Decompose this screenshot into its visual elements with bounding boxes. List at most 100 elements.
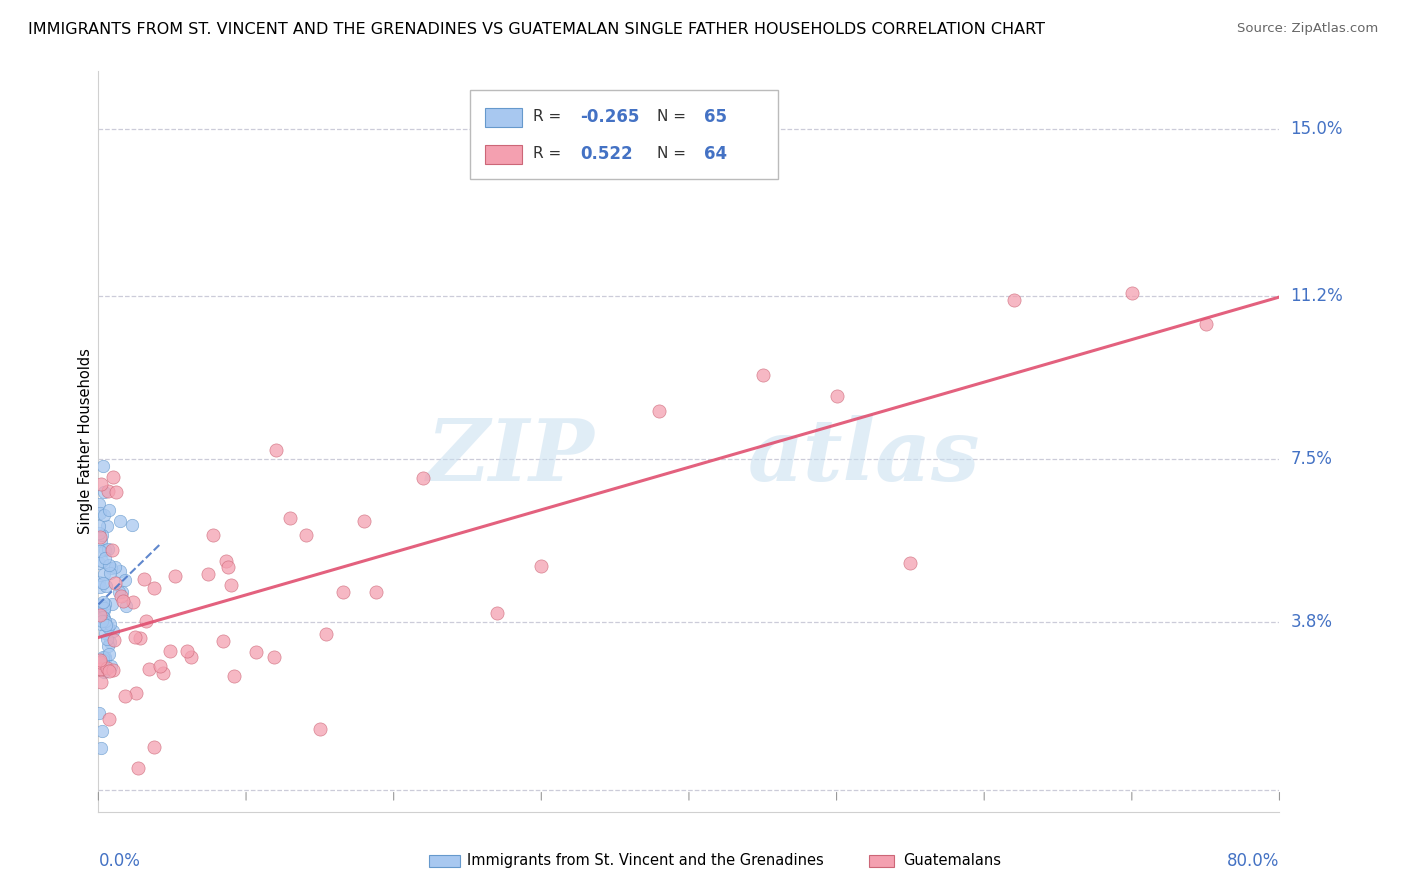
Text: R =: R = [533, 146, 567, 161]
Point [96, 618, 118, 632]
Point [309, 722, 332, 736]
Point [114, 574, 136, 588]
Point [91, 553, 114, 567]
Point [93, 567, 115, 582]
Point [89, 655, 111, 669]
Point [134, 572, 156, 586]
Point [110, 590, 132, 604]
Point [101, 663, 124, 677]
Point [138, 662, 160, 676]
Point [91, 528, 114, 542]
Point [100, 542, 122, 557]
Point [90, 674, 112, 689]
Point [89, 497, 111, 511]
Point [1002, 293, 1025, 307]
Point [91, 659, 114, 673]
Point [89, 544, 111, 558]
Point [97, 483, 120, 498]
Bar [485, 145, 523, 164]
Point [89, 525, 111, 540]
Point [115, 599, 138, 613]
Point [101, 597, 124, 611]
Point [90, 655, 112, 669]
Point [125, 686, 148, 700]
Point [215, 554, 238, 568]
Point [90, 598, 112, 612]
Text: 80.0%: 80.0% [1227, 853, 1279, 871]
Point [98, 648, 121, 662]
Point [87, 706, 110, 720]
Point [89, 580, 111, 594]
Text: 64: 64 [704, 145, 727, 162]
Point [197, 566, 219, 581]
Point [93, 600, 115, 615]
Point [90, 740, 112, 755]
Text: 3.8%: 3.8% [1291, 613, 1333, 632]
Point [108, 564, 131, 578]
FancyBboxPatch shape [471, 90, 778, 178]
Point [87, 518, 110, 533]
Point [91, 576, 114, 591]
Point [94, 550, 117, 565]
Text: 0.0%: 0.0% [98, 853, 141, 871]
Point [108, 585, 131, 599]
Point [264, 442, 287, 457]
Point [93, 651, 115, 665]
Point [90, 723, 112, 738]
Point [98, 635, 121, 649]
Point [202, 528, 225, 542]
Point [93, 484, 115, 499]
Point [180, 650, 202, 665]
Point [90, 614, 112, 628]
Point [103, 560, 125, 574]
Point [114, 689, 136, 703]
Point [163, 568, 186, 582]
Point [530, 559, 553, 574]
Point [97, 542, 120, 557]
Point [263, 650, 285, 665]
Text: Immigrants from St. Vincent and the Grenadines: Immigrants from St. Vincent and the Gren… [467, 854, 824, 868]
Point [93, 508, 115, 522]
Point [89, 608, 111, 623]
Point [100, 561, 122, 575]
Point [332, 585, 354, 599]
Point [90, 476, 112, 491]
Text: IMMIGRANTS FROM ST. VINCENT AND THE GRENADINES VS GUATEMALAN SINGLE FATHER HOUSE: IMMIGRANTS FROM ST. VINCENT AND THE GREN… [28, 22, 1045, 37]
Point [93, 650, 115, 665]
Point [96, 632, 118, 647]
Text: 65: 65 [704, 108, 727, 126]
Point [97, 502, 120, 516]
Point [135, 615, 157, 629]
Point [315, 627, 337, 641]
Point [217, 559, 239, 574]
Point [142, 739, 165, 754]
Point [159, 644, 181, 658]
Point [91, 650, 114, 665]
Point [108, 514, 131, 528]
Point [97, 639, 120, 653]
Point [245, 645, 267, 659]
Point [93, 603, 115, 617]
Point [94, 578, 117, 592]
Text: 15.0%: 15.0% [1291, 120, 1343, 137]
Point [486, 607, 509, 621]
Text: atlas: atlas [748, 415, 980, 498]
Point [96, 519, 118, 533]
Point [93, 610, 115, 624]
Point [111, 593, 134, 607]
Point [93, 665, 115, 680]
Point [176, 643, 198, 657]
Point [100, 658, 122, 673]
Point [94, 626, 117, 640]
Point [97, 664, 120, 678]
Point [101, 624, 124, 639]
Point [412, 471, 434, 485]
Point [104, 575, 127, 590]
Point [103, 632, 125, 647]
Point [152, 666, 174, 681]
Point [96, 661, 118, 675]
Point [91, 594, 114, 608]
Point [89, 662, 111, 676]
Point [97, 619, 120, 633]
Text: N =: N = [657, 109, 690, 124]
